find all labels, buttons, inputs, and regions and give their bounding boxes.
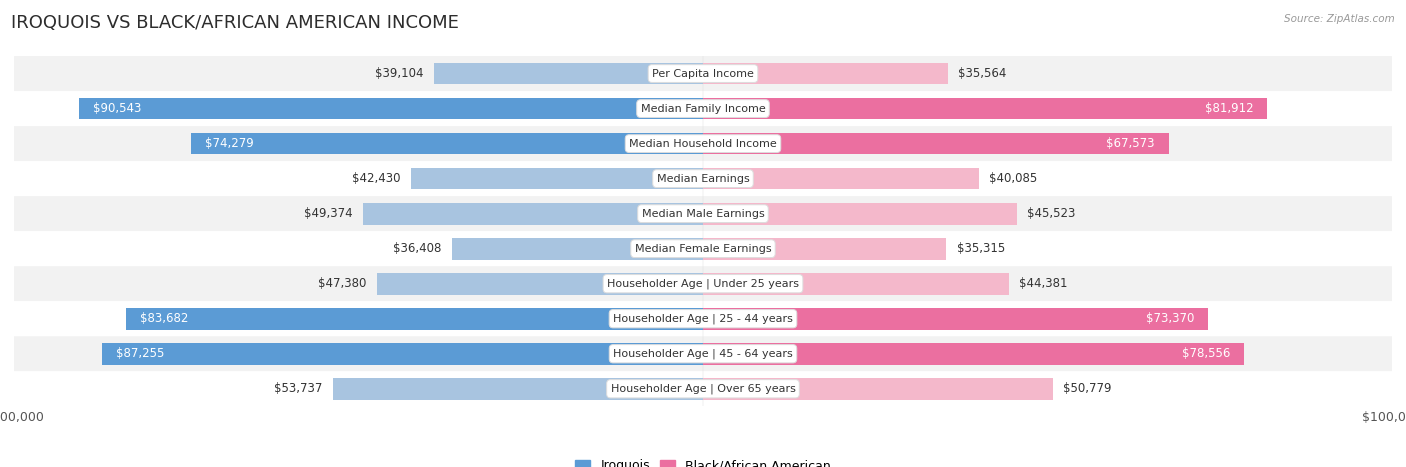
Bar bbox=[703, 378, 1053, 400]
Text: $81,912: $81,912 bbox=[1205, 102, 1254, 115]
Text: $42,430: $42,430 bbox=[352, 172, 401, 185]
FancyBboxPatch shape bbox=[14, 196, 1392, 231]
Bar bbox=[703, 343, 1244, 365]
Text: Median Female Earnings: Median Female Earnings bbox=[634, 244, 772, 254]
Text: Per Capita Income: Per Capita Income bbox=[652, 69, 754, 78]
FancyBboxPatch shape bbox=[14, 301, 1392, 336]
Text: $53,737: $53,737 bbox=[274, 382, 322, 395]
Text: Householder Age | Over 65 years: Householder Age | Over 65 years bbox=[610, 383, 796, 394]
Text: $49,374: $49,374 bbox=[304, 207, 353, 220]
Bar bbox=[703, 308, 1209, 330]
FancyBboxPatch shape bbox=[14, 231, 1392, 266]
FancyBboxPatch shape bbox=[14, 161, 1392, 196]
Text: Median Household Income: Median Household Income bbox=[628, 139, 778, 149]
Bar bbox=[703, 238, 946, 260]
Text: $67,573: $67,573 bbox=[1107, 137, 1154, 150]
Legend: Iroquois, Black/African American: Iroquois, Black/African American bbox=[571, 454, 835, 467]
FancyBboxPatch shape bbox=[14, 266, 1392, 301]
Bar bbox=[191, 133, 703, 155]
FancyBboxPatch shape bbox=[14, 126, 1392, 161]
Text: Householder Age | Under 25 years: Householder Age | Under 25 years bbox=[607, 278, 799, 289]
Text: $87,255: $87,255 bbox=[115, 347, 165, 360]
Text: Median Earnings: Median Earnings bbox=[657, 174, 749, 184]
Text: $36,408: $36,408 bbox=[394, 242, 441, 255]
Text: $44,381: $44,381 bbox=[1019, 277, 1067, 290]
Text: $45,523: $45,523 bbox=[1026, 207, 1076, 220]
Text: $90,543: $90,543 bbox=[93, 102, 142, 115]
Bar bbox=[703, 273, 1008, 295]
Text: Householder Age | 25 - 44 years: Householder Age | 25 - 44 years bbox=[613, 313, 793, 324]
Bar bbox=[411, 168, 703, 190]
Bar bbox=[333, 378, 703, 400]
Text: $47,380: $47,380 bbox=[318, 277, 366, 290]
Text: Source: ZipAtlas.com: Source: ZipAtlas.com bbox=[1284, 14, 1395, 24]
Bar bbox=[127, 308, 703, 330]
Text: $73,370: $73,370 bbox=[1146, 312, 1195, 325]
Bar bbox=[703, 133, 1168, 155]
Bar bbox=[703, 168, 979, 190]
Text: Median Family Income: Median Family Income bbox=[641, 104, 765, 113]
Text: $74,279: $74,279 bbox=[205, 137, 254, 150]
Text: $35,564: $35,564 bbox=[959, 67, 1007, 80]
Text: Householder Age | 45 - 64 years: Householder Age | 45 - 64 years bbox=[613, 348, 793, 359]
Text: $83,682: $83,682 bbox=[141, 312, 188, 325]
FancyBboxPatch shape bbox=[14, 91, 1392, 126]
Bar bbox=[79, 98, 703, 120]
Bar bbox=[453, 238, 703, 260]
Bar bbox=[101, 343, 703, 365]
Bar bbox=[703, 98, 1267, 120]
FancyBboxPatch shape bbox=[14, 336, 1392, 371]
Text: $35,315: $35,315 bbox=[956, 242, 1005, 255]
Text: $50,779: $50,779 bbox=[1063, 382, 1112, 395]
Text: IROQUOIS VS BLACK/AFRICAN AMERICAN INCOME: IROQUOIS VS BLACK/AFRICAN AMERICAN INCOM… bbox=[11, 14, 460, 32]
Text: $78,556: $78,556 bbox=[1182, 347, 1230, 360]
Text: $39,104: $39,104 bbox=[375, 67, 423, 80]
FancyBboxPatch shape bbox=[14, 371, 1392, 406]
Bar bbox=[703, 63, 948, 85]
Bar bbox=[703, 203, 1017, 225]
Bar bbox=[433, 63, 703, 85]
Text: $40,085: $40,085 bbox=[990, 172, 1038, 185]
FancyBboxPatch shape bbox=[14, 56, 1392, 91]
Text: Median Male Earnings: Median Male Earnings bbox=[641, 209, 765, 219]
Bar bbox=[377, 273, 703, 295]
Bar bbox=[363, 203, 703, 225]
